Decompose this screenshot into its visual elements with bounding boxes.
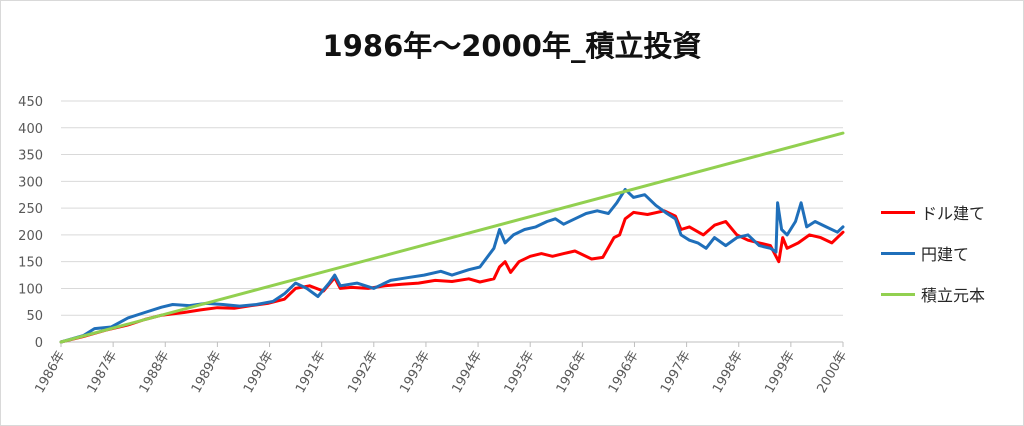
x-tick-labels: 1986年 1987年 1988年 1989年 1990年 1991年 1992年 1993年… [32,348,850,395]
x-tick-label: 2000年 [814,349,850,396]
y-tick-label: 300 [18,175,43,190]
series-line-2 [59,131,845,344]
y-tick-label: 50 [26,309,43,324]
y-tick-labels: 0 50 100 150 200 250 300 350 400 450 [18,95,43,351]
series-line-1 [59,187,845,344]
series-lines [59,131,845,344]
y-tick-label: 0 [35,336,43,351]
gridlines [60,100,844,347]
legend-swatch-principal [881,292,915,296]
x-tick-label: 1994年 [449,348,485,395]
y-tick-label: 350 [18,149,43,164]
x-tick-label: 1996年 [554,349,590,396]
y-tick-label: 450 [18,95,43,110]
legend: ドル建て 円建て 積立元本 [881,201,1021,324]
x-tick-label: 1996年 [606,349,642,396]
legend-swatch-dollar [881,210,915,214]
x-tick-label: 1989年 [189,349,225,396]
chart-title: 1986年～2000年_積立投資 [322,29,702,63]
legend-label-yen: 円建て [921,245,970,264]
y-tick-label: 100 [18,282,43,297]
x-tick-label: 1995年 [502,349,538,396]
x-tick-label: 1987年 [85,349,121,396]
x-tick-label: 1990年 [241,349,277,396]
x-tick-label: 1998年 [710,349,746,396]
legend-item-yen: 円建て [881,242,1021,264]
legend-item-principal: 積立元本 [881,283,1021,305]
legend-item-dollar: ドル建て [881,201,1021,223]
legend-label-dollar: ドル建て [921,204,986,223]
legend-label-principal: 積立元本 [921,286,986,305]
y-tick-label: 400 [18,122,43,137]
legend-swatch-yen [881,251,915,255]
y-tick-label: 150 [18,256,43,271]
x-tick-label: 1991年 [293,349,329,396]
y-tick-label: 200 [18,229,43,244]
x-tick-label: 1993年 [397,349,433,396]
x-tick-label: 1988年 [137,349,173,396]
y-tick-label: 250 [18,202,43,217]
x-tick-label: 1986年 [32,349,68,396]
x-tick-label: 1997年 [658,349,694,396]
x-tick-label: 1999年 [762,349,798,396]
x-tick-label: 1992年 [345,349,381,396]
